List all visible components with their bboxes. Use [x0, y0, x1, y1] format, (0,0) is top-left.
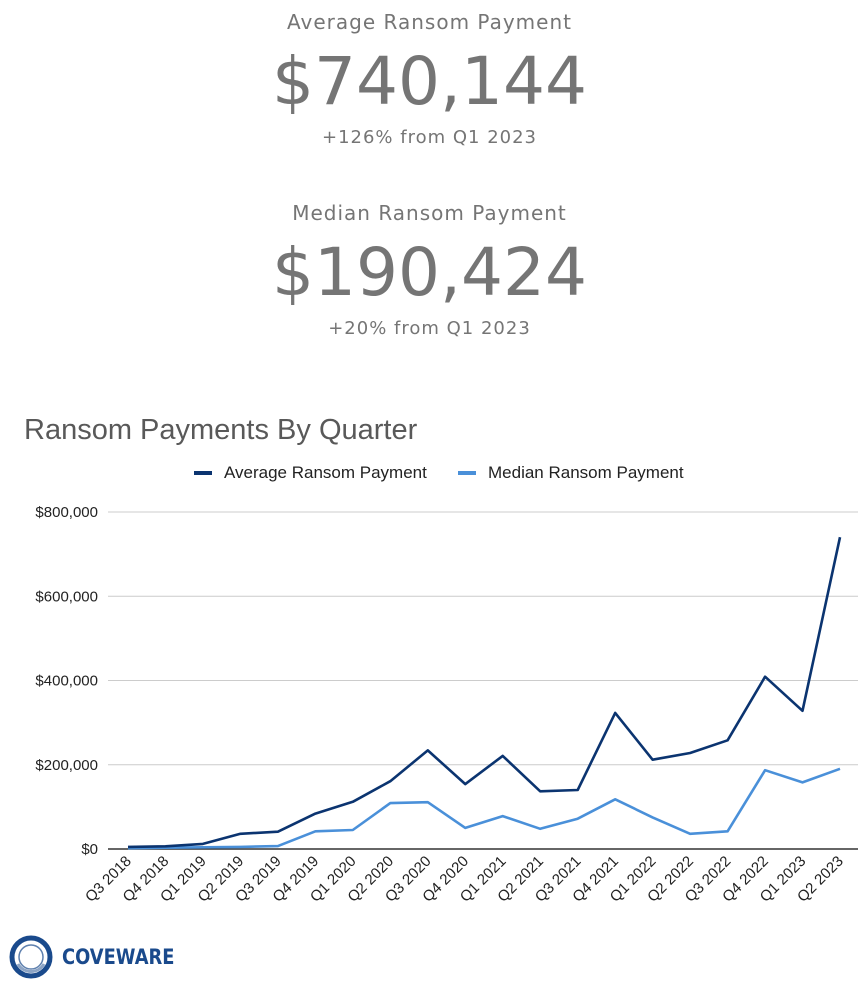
coveware-logo: COVEWARE — [8, 934, 194, 980]
chart-legend: Average Ransom Payment Median Ransom Pay… — [0, 463, 859, 485]
legend-swatch-median — [458, 471, 476, 475]
chart-title: Ransom Payments By Quarter — [24, 414, 418, 446]
y-tick-label: $200,000 — [35, 757, 98, 774]
legend-item-average: Average Ransom Payment — [194, 463, 427, 483]
average-change: +126% from Q1 2023 — [321, 127, 538, 148]
series-layer — [127, 536, 842, 850]
legend-label-median: Median Ransom Payment — [488, 463, 684, 482]
median-stat: Median Ransom Payment $190,424 +20% from… — [0, 201, 859, 339]
legend-label-average: Average Ransom Payment — [224, 463, 427, 482]
y-tick-label: $0 — [81, 841, 98, 858]
legend-swatch-average — [194, 471, 212, 475]
median-value: $190,424 — [272, 234, 587, 311]
legend-item-median: Median Ransom Payment — [458, 463, 684, 483]
average-label: Average Ransom Payment — [287, 10, 572, 34]
average-stat: Average Ransom Payment $740,144 +126% fr… — [0, 10, 859, 148]
median-label: Median Ransom Payment — [292, 201, 567, 225]
coveware-ring-logo-icon — [9, 935, 53, 979]
brand-name: COVEWARE — [62, 945, 175, 969]
series-line-average — [127, 536, 842, 849]
y-axis: $0 $200,000 $400,000 $600,000 $800,000 — [35, 504, 98, 858]
grid-layer — [108, 511, 858, 850]
y-tick-label: $800,000 — [35, 504, 98, 521]
y-tick-label: $600,000 — [35, 588, 98, 605]
series-line-median — [127, 767, 841, 850]
y-tick-label: $400,000 — [35, 673, 98, 690]
average-value: $740,144 — [272, 43, 587, 120]
median-change: +20% from Q1 2023 — [328, 318, 531, 339]
